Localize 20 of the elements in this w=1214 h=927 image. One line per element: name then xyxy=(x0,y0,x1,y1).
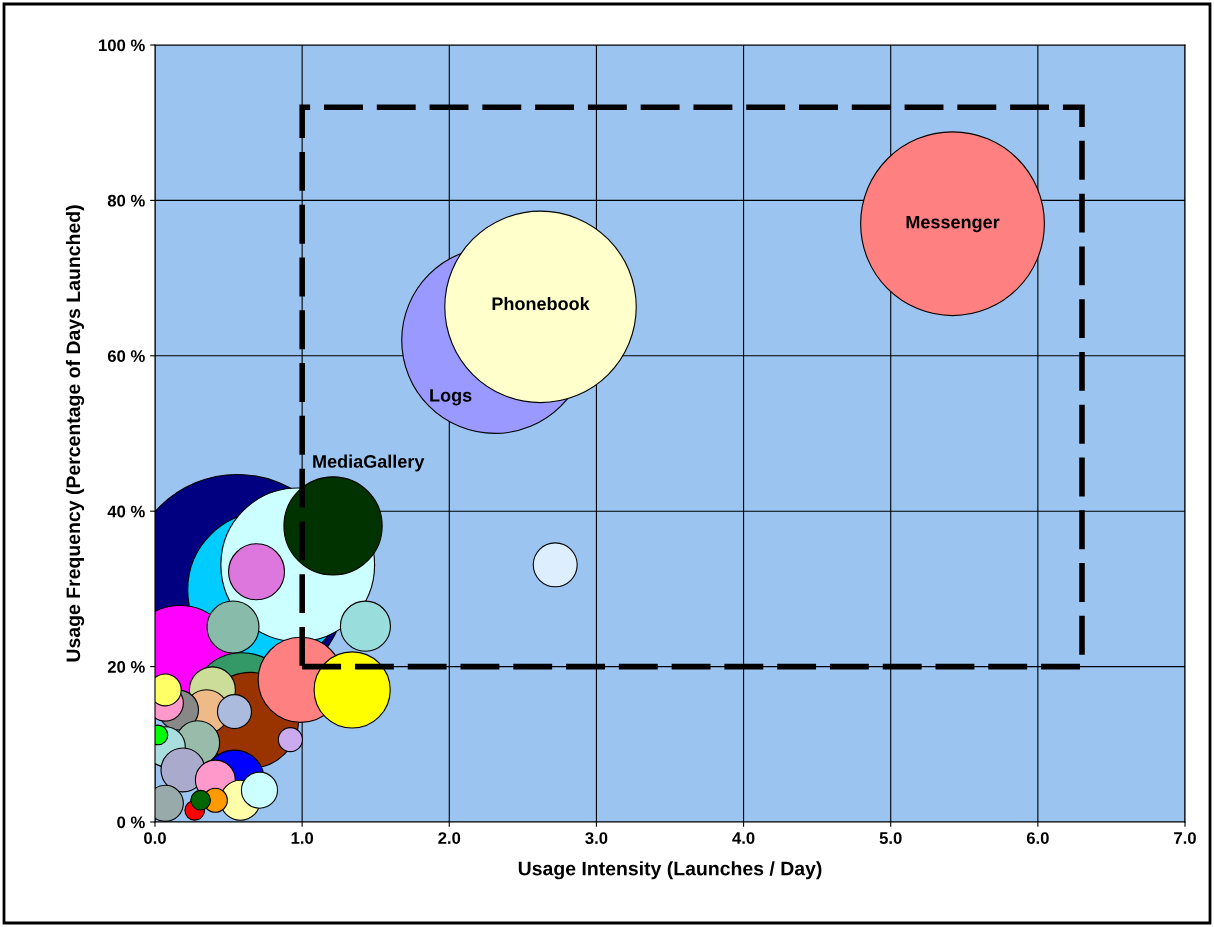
y-tick-label: 100 % xyxy=(99,39,145,52)
x-tick-label: 2.0 xyxy=(438,832,461,844)
annotation: MediaGallery xyxy=(313,454,425,472)
x-axis-title: Usage Intensity (Launches / Day) xyxy=(518,861,822,880)
x-tick-label: 4.0 xyxy=(732,832,755,844)
y-axis-title: Usage Frequency (Percentage of Days Launched) xyxy=(65,205,85,662)
y-tick-label: 40 % xyxy=(107,505,145,518)
y-tick-label: 20 % xyxy=(107,661,145,673)
annotation: Logs xyxy=(430,389,472,406)
x-tick-label: 6.0 xyxy=(1026,832,1049,844)
annotation: Messenger xyxy=(906,215,1000,233)
y-tick-label: 0 % xyxy=(117,816,145,829)
y-tick-label: 60 % xyxy=(107,350,145,362)
x-tick-label: 1.0 xyxy=(291,832,314,844)
x-tick-label: 5.0 xyxy=(879,832,902,844)
x-tick-label: 0.0 xyxy=(144,832,166,844)
x-tick-label: 3.0 xyxy=(585,832,608,844)
y-tick-label: 80 % xyxy=(107,194,145,207)
x-tick-label: 7.0 xyxy=(1174,832,1196,844)
annotation: Phonebook xyxy=(492,296,590,311)
